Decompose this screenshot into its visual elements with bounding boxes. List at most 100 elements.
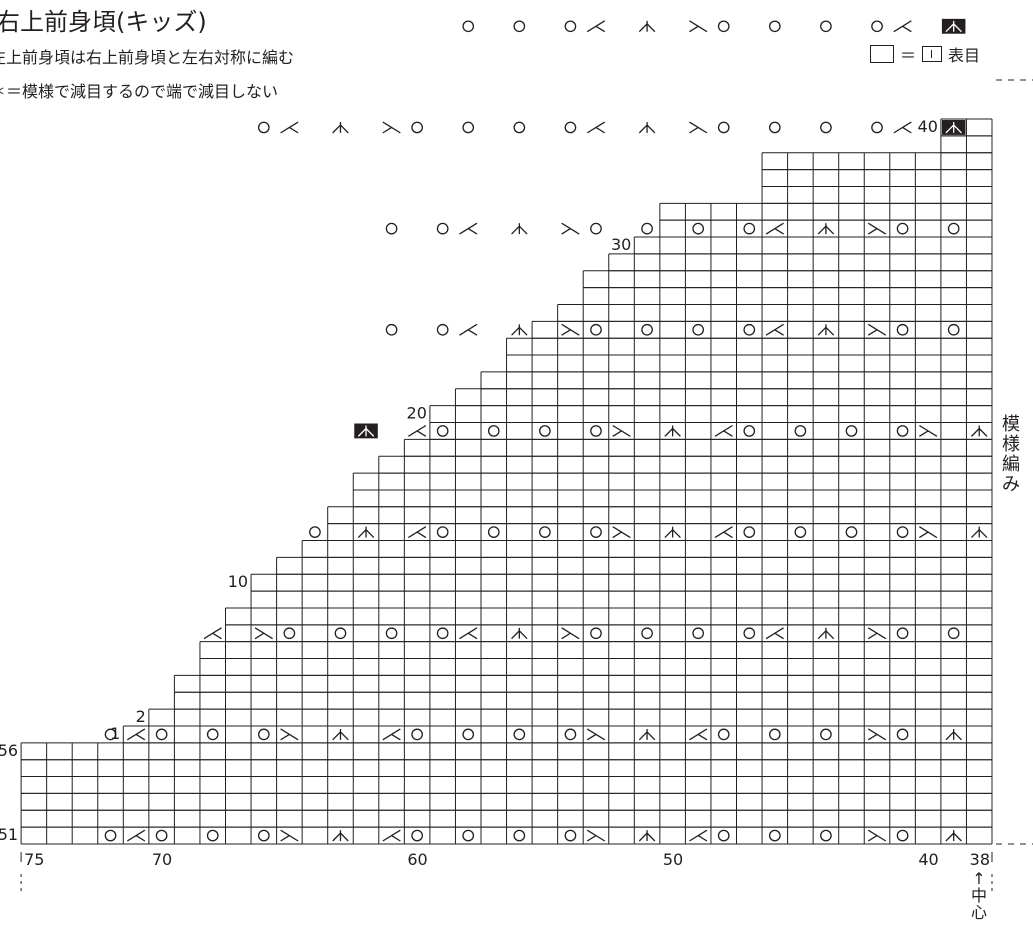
center-decrease-icon bbox=[945, 830, 962, 842]
yarn-over-icon bbox=[283, 627, 296, 640]
yarn-over-icon bbox=[257, 829, 270, 842]
yarn-over-icon bbox=[206, 728, 219, 741]
center-decrease-icon bbox=[332, 728, 349, 741]
yarn-over-icon bbox=[947, 323, 960, 336]
yarn-over-icon bbox=[436, 425, 449, 437]
yarn-over-icon bbox=[820, 121, 832, 134]
yarn-over-icon bbox=[334, 627, 347, 640]
right-decrease-icon bbox=[689, 121, 708, 134]
yarn-over-icon bbox=[743, 425, 756, 437]
yarn-over-icon bbox=[896, 222, 909, 235]
yarn-over-icon bbox=[590, 627, 602, 640]
left-decrease-icon bbox=[893, 121, 912, 134]
yarn-over-icon bbox=[590, 526, 602, 538]
yarn-over-icon bbox=[896, 627, 909, 640]
yarn-over-icon bbox=[590, 425, 602, 437]
yarn-over-icon bbox=[564, 20, 577, 33]
knit-symbol-icon bbox=[922, 46, 943, 62]
left-decrease-icon bbox=[459, 627, 478, 640]
right-decrease-icon bbox=[867, 829, 887, 842]
yarn-over-icon bbox=[743, 526, 756, 538]
col-label-50: 50 bbox=[663, 850, 683, 869]
marked-center-decrease-icon bbox=[354, 423, 378, 439]
center-decrease-icon bbox=[332, 830, 349, 842]
left-decrease-icon bbox=[382, 728, 401, 741]
yarn-over-icon bbox=[411, 728, 423, 741]
yarn-over-icon bbox=[104, 829, 117, 842]
yarn-over-icon bbox=[947, 222, 960, 235]
legend-equals: ＝ bbox=[900, 46, 917, 65]
yarn-over-icon bbox=[794, 425, 807, 437]
yarn-over-icon bbox=[896, 323, 909, 336]
pattern-label: 模様編み bbox=[1002, 414, 1020, 495]
yarn-over-icon bbox=[411, 829, 423, 842]
center-label-char-1: 中 bbox=[970, 886, 987, 905]
right-decrease-icon bbox=[382, 121, 401, 134]
yarn-over-icon bbox=[462, 728, 475, 741]
yarn-over-icon bbox=[564, 829, 577, 842]
center-decrease-icon bbox=[511, 324, 528, 336]
legend-label: 表目 bbox=[948, 46, 981, 65]
yarn-over-icon bbox=[155, 728, 168, 741]
yarn-over-icon bbox=[845, 425, 858, 437]
yarn-over-icon bbox=[717, 121, 730, 134]
center-decrease-icon bbox=[511, 223, 528, 235]
legend: ＝ 表目 bbox=[870, 42, 980, 66]
right-decrease-icon bbox=[280, 829, 299, 842]
row-label-40: 40 bbox=[918, 117, 938, 136]
yarn-over-icon bbox=[641, 627, 653, 640]
left-decrease-icon bbox=[126, 829, 146, 842]
center-decrease-icon bbox=[970, 425, 988, 437]
yarn-over-icon bbox=[692, 222, 705, 235]
up-arrow-icon: ↑ bbox=[972, 869, 986, 888]
center-decrease-icon bbox=[638, 20, 656, 33]
yarn-over-icon bbox=[564, 121, 577, 134]
left-decrease-icon bbox=[765, 323, 784, 336]
row-label-30: 30 bbox=[611, 235, 631, 254]
yarn-over-icon bbox=[487, 425, 500, 437]
right-decrease-icon bbox=[689, 20, 708, 33]
center-decrease-icon bbox=[638, 122, 656, 134]
yarn-over-icon bbox=[513, 121, 526, 134]
yarn-over-icon bbox=[820, 829, 832, 842]
center-decrease-icon bbox=[664, 526, 681, 538]
center-decrease-icon bbox=[664, 425, 681, 437]
col-label-60: 60 bbox=[407, 850, 427, 869]
row-label-51: 51 bbox=[0, 825, 18, 844]
yarn-over-icon bbox=[845, 526, 858, 538]
left-decrease-icon bbox=[203, 627, 222, 640]
yarn-over-icon bbox=[385, 627, 398, 640]
left-decrease-icon bbox=[714, 424, 733, 437]
right-decrease-icon bbox=[612, 526, 631, 539]
right-decrease-icon bbox=[919, 424, 938, 437]
left-decrease-icon bbox=[408, 526, 427, 539]
center-decrease-icon bbox=[638, 830, 656, 842]
center-decrease-icon bbox=[332, 122, 349, 134]
center-decrease-icon bbox=[638, 728, 656, 741]
yarn-over-icon bbox=[896, 829, 909, 842]
yarn-over-icon bbox=[539, 526, 551, 538]
page-title: 右上前身頃(キッズ) bbox=[0, 8, 207, 36]
yarn-over-icon bbox=[513, 20, 526, 33]
left-decrease-icon bbox=[689, 728, 708, 741]
left-decrease-icon bbox=[765, 627, 784, 640]
yarn-over-icon bbox=[309, 526, 321, 538]
yarn-over-icon bbox=[436, 627, 449, 640]
col-label-75: 75 bbox=[24, 850, 44, 869]
right-decrease-icon bbox=[867, 627, 887, 640]
yarn-over-icon bbox=[820, 728, 832, 741]
yarn-over-icon bbox=[257, 728, 270, 741]
left-decrease-icon bbox=[126, 728, 146, 741]
left-decrease-icon bbox=[280, 121, 299, 134]
left-decrease-icon bbox=[893, 20, 912, 33]
left-decrease-icon bbox=[689, 829, 708, 842]
yarn-over-icon bbox=[768, 20, 781, 33]
row-label-20: 20 bbox=[407, 404, 427, 423]
yarn-over-icon bbox=[794, 526, 807, 538]
yarn-over-icon bbox=[564, 728, 577, 741]
left-decrease-icon bbox=[459, 222, 478, 235]
center-label-char-2: 心 bbox=[970, 903, 987, 922]
right-decrease-icon bbox=[919, 526, 938, 539]
yarn-over-icon bbox=[462, 20, 475, 33]
